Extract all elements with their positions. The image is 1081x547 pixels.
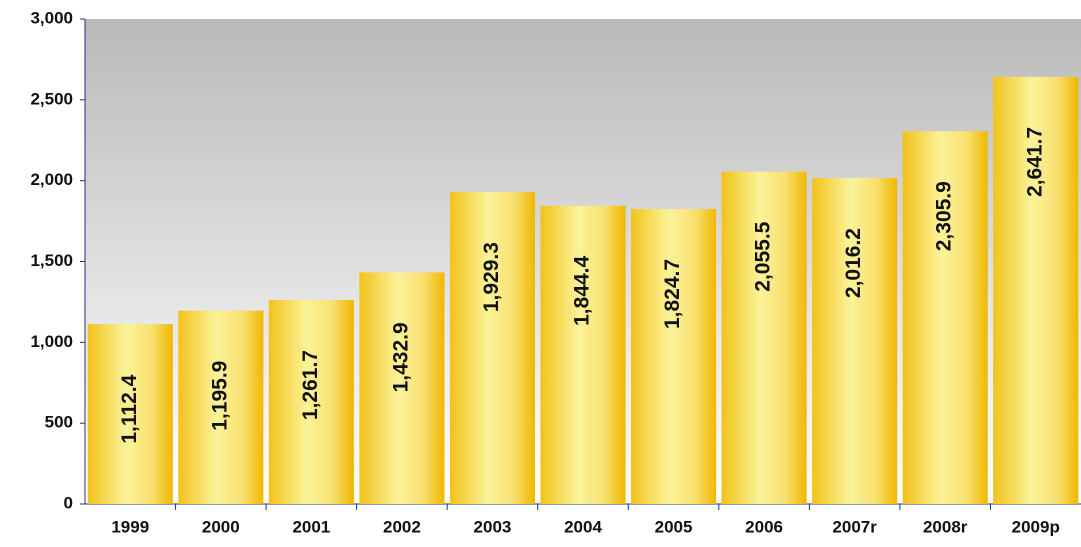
- bar: [87, 324, 173, 504]
- value-label: 2,055.5: [752, 221, 775, 291]
- x-tick-label: 2002: [383, 517, 421, 536]
- value-label: 1,824.7: [661, 259, 684, 329]
- x-tick-label: 2006: [745, 517, 783, 536]
- y-tick-label: 1,500: [30, 251, 73, 270]
- bar: [359, 272, 445, 504]
- x-tick-label: 2004: [564, 517, 602, 536]
- y-tick-label: 500: [45, 413, 73, 432]
- value-label: 2,016.2: [842, 228, 865, 298]
- x-tick-label: 2005: [655, 517, 693, 536]
- x-tick-label: 1999: [111, 517, 149, 536]
- bar: [812, 178, 898, 504]
- bar: [993, 76, 1079, 504]
- value-label: 1,929.3: [480, 242, 503, 312]
- value-label: 1,112.4: [118, 374, 141, 443]
- x-tick-label: 2007r: [832, 517, 877, 536]
- y-tick-label: 2,500: [30, 89, 73, 108]
- bar: [449, 192, 536, 504]
- value-label: 1,844.4: [571, 255, 594, 325]
- y-tick-label: 0: [64, 493, 73, 512]
- x-tick-label: 2003: [474, 517, 512, 536]
- value-label: 1,261.7: [299, 350, 322, 420]
- bar: [268, 300, 354, 504]
- y-tick-label: 1,000: [30, 332, 73, 351]
- x-tick-label: 2009p: [1012, 517, 1060, 536]
- bar: [721, 171, 807, 505]
- bar: [540, 205, 626, 504]
- x-tick-label: 2001: [292, 517, 330, 536]
- y-tick-label: 3,000: [30, 8, 73, 27]
- y-tick-label: 2,000: [30, 170, 73, 189]
- x-tick-label: 2000: [202, 517, 240, 536]
- bar: [630, 209, 717, 504]
- bar: [902, 131, 988, 504]
- x-tick-label: 2008r: [923, 517, 968, 536]
- value-label: 2,641.7: [1023, 127, 1046, 197]
- bar: [178, 310, 264, 504]
- value-label: 1,432.9: [389, 322, 412, 392]
- value-label: 1,195.9: [208, 361, 231, 431]
- value-label: 2,305.9: [933, 181, 956, 251]
